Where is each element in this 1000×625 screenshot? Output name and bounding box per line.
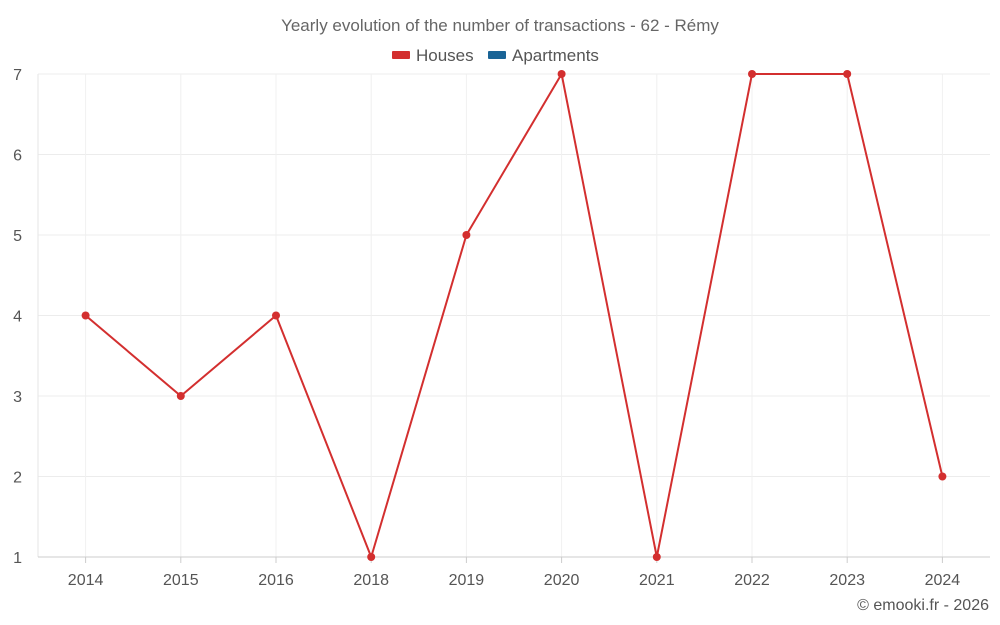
legend-swatch-apartments (488, 51, 506, 59)
legend-swatch-houses (392, 51, 410, 59)
series-houses (81, 70, 947, 561)
x-tick-label-2023: 2023 (829, 572, 865, 589)
legend-label-houses[interactable]: Houses (416, 46, 474, 65)
data-point-houses-2014[interactable] (81, 311, 90, 320)
x-tick-label-2020: 2020 (544, 572, 580, 589)
x-tick-label-2022: 2022 (734, 572, 770, 589)
y-tick-label-4: 4 (13, 309, 22, 326)
data-point-houses-2024[interactable] (938, 472, 947, 481)
data-point-houses-2022[interactable] (748, 70, 756, 78)
data-point-houses-2018[interactable] (367, 553, 376, 561)
data-point-houses-2015[interactable] (176, 392, 185, 400)
x-tick-label-2016: 2016 (258, 572, 294, 589)
data-point-houses-2023[interactable] (843, 70, 852, 78)
x-tick-label-2024: 2024 (925, 572, 961, 589)
legend-label-apartments[interactable]: Apartments (512, 46, 599, 65)
y-tick-label-1: 1 (13, 550, 22, 567)
axes (37, 74, 990, 558)
data-point-houses-2019[interactable] (462, 231, 471, 239)
y-axis-ticks: 1 2 3 4 5 6 7 (13, 67, 22, 567)
chart-title: Yearly evolution of the number of transa… (281, 16, 719, 35)
data-point-houses-2020[interactable] (557, 70, 566, 78)
x-tick-label-2018: 2018 (353, 572, 389, 589)
data-point-houses-2021[interactable] (652, 553, 661, 561)
x-axis-ticks: 2014 2015 2016 2018 2019 2020 2021 2022 2023 2024 (68, 557, 960, 589)
series-line-houses (84, 73, 944, 558)
x-tick-label-2014: 2014 (68, 572, 104, 589)
y-tick-label-7: 7 (13, 67, 22, 84)
y-tick-label-5: 5 (13, 228, 22, 245)
data-point-houses-2016[interactable] (272, 311, 280, 320)
y-tick-label-3: 3 (13, 389, 22, 406)
y-tick-label-2: 2 (13, 470, 22, 487)
grid (38, 73, 990, 557)
x-tick-label-2019: 2019 (449, 572, 485, 589)
y-tick-label-6: 6 (13, 148, 22, 165)
x-tick-label-2021: 2021 (639, 572, 675, 589)
x-tick-label-2015: 2015 (163, 572, 199, 589)
credit-text: © emooki.fr - 2026 (857, 597, 989, 614)
legend: Houses Apartments (392, 46, 599, 65)
